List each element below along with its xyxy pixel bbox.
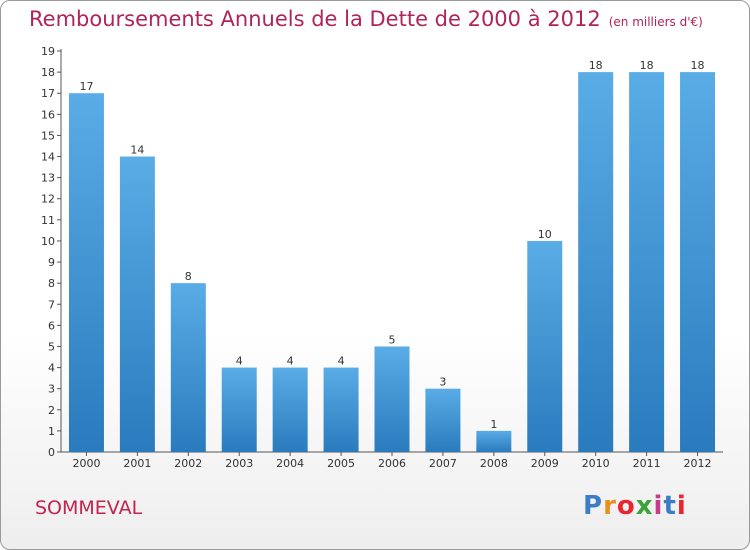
x-tick-label: 2003 — [225, 457, 253, 470]
x-tick-label: 2004 — [276, 457, 304, 470]
y-tick-label: 19 — [41, 45, 55, 58]
data-label: 4 — [338, 355, 345, 368]
chart-unit: (en milliers d'€) — [608, 15, 703, 29]
y-tick-label: 1 — [48, 425, 55, 438]
chart-title-text: Remboursements Annuels de la Dette de 20… — [29, 7, 601, 31]
x-tick-label: 2007 — [429, 457, 457, 470]
data-label: 17 — [79, 80, 93, 93]
y-tick-label: 6 — [48, 319, 55, 332]
y-tick-label: 3 — [48, 383, 55, 396]
x-tick-label: 2006 — [378, 457, 406, 470]
y-tick-label: 15 — [41, 129, 55, 142]
data-label: 10 — [538, 228, 552, 241]
y-tick-label: 17 — [41, 87, 55, 100]
data-label: 8 — [185, 270, 192, 283]
bar — [374, 346, 410, 452]
y-tick-label: 11 — [41, 214, 55, 227]
x-tick-label: 2008 — [480, 457, 508, 470]
data-label: 3 — [439, 376, 446, 389]
x-tick-label: 2009 — [531, 457, 559, 470]
data-label: 18 — [640, 59, 654, 72]
x-tick-label: 2010 — [582, 457, 610, 470]
data-label: 5 — [389, 333, 396, 346]
logo-letter: x — [635, 491, 654, 521]
bar — [323, 367, 359, 452]
y-tick-label: 10 — [41, 235, 55, 248]
data-label: 4 — [236, 355, 243, 368]
logo-letter: r — [603, 491, 617, 521]
y-tick-label: 12 — [41, 193, 55, 206]
logo-letter: i — [653, 491, 664, 521]
y-tick-label: 5 — [48, 340, 55, 353]
bar — [629, 72, 665, 453]
bar — [578, 72, 614, 453]
bar — [425, 388, 461, 452]
y-tick-label: 14 — [41, 151, 55, 164]
x-tick-label: 2001 — [123, 457, 151, 470]
bar — [119, 156, 155, 453]
bar — [221, 367, 257, 452]
data-label: 1 — [490, 418, 497, 431]
bar — [272, 367, 308, 452]
y-tick-label: 0 — [48, 446, 55, 459]
y-tick-label: 13 — [41, 172, 55, 185]
data-label: 14 — [130, 144, 144, 157]
data-label: 18 — [589, 59, 603, 72]
bar — [68, 93, 104, 453]
y-tick-label: 9 — [48, 256, 55, 269]
logo-letter: i — [676, 491, 687, 521]
x-tick-label: 2012 — [684, 457, 712, 470]
commune-name: SOMMEVAL — [35, 497, 143, 519]
logo-letter: t — [663, 491, 677, 521]
y-tick-label: 18 — [41, 66, 55, 79]
bar — [170, 283, 206, 452]
y-tick-label: 7 — [48, 298, 55, 311]
x-tick-label: 2011 — [633, 457, 661, 470]
data-label: 18 — [691, 59, 705, 72]
data-label: 4 — [287, 355, 294, 368]
y-tick-label: 4 — [48, 362, 55, 375]
logo-letter: o — [616, 491, 636, 521]
bar — [527, 240, 563, 452]
logo-letter: P — [583, 491, 604, 521]
x-tick-label: 2005 — [327, 457, 355, 470]
chart-title: Remboursements Annuels de la Dette de 20… — [29, 7, 703, 31]
bar — [476, 430, 512, 452]
y-tick-label: 8 — [48, 277, 55, 290]
bar — [680, 72, 716, 453]
proxiti-logo: Proxiti — [583, 491, 687, 521]
y-tick-label: 2 — [48, 404, 55, 417]
y-tick-label: 16 — [41, 108, 55, 121]
x-tick-label: 2002 — [174, 457, 202, 470]
x-tick-label: 2000 — [72, 457, 100, 470]
